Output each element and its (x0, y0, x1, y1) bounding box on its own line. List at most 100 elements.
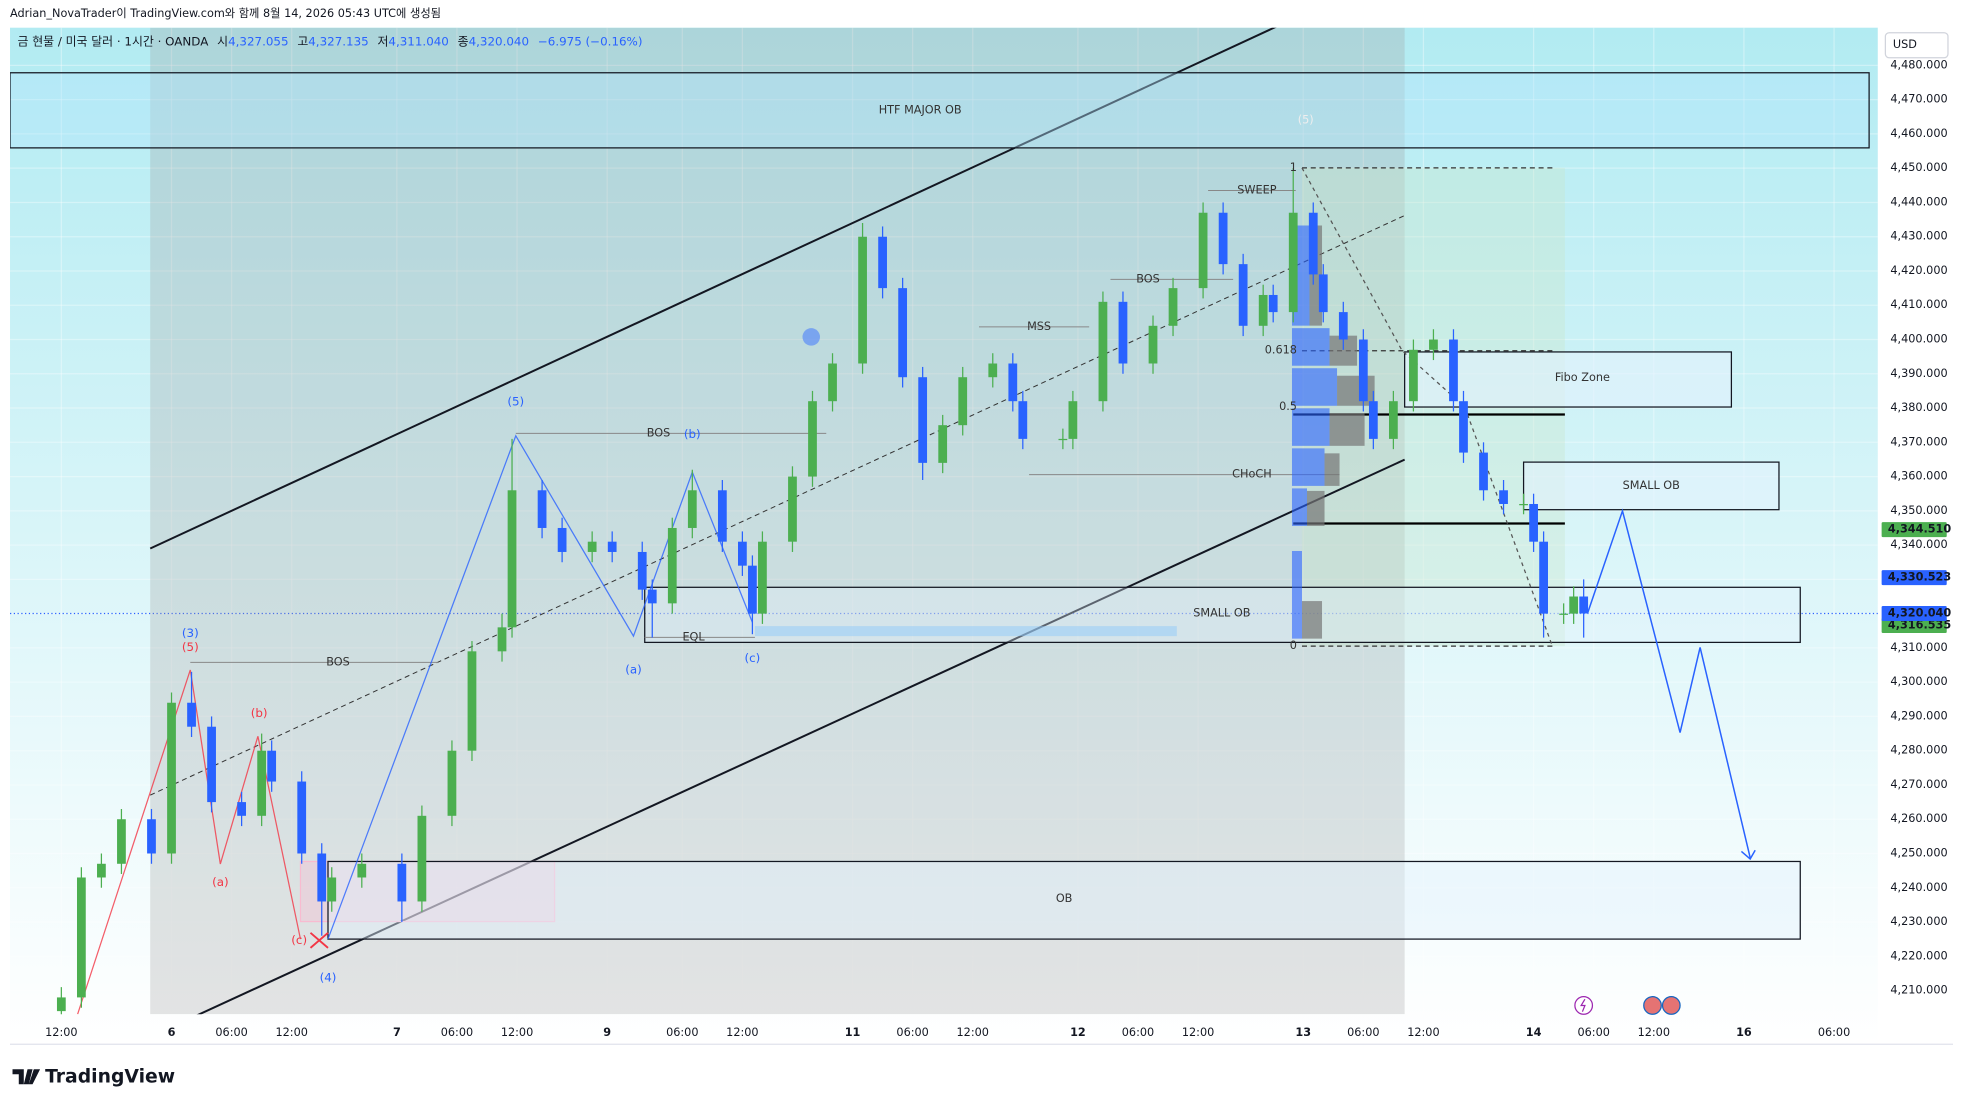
y-tick-label: 4,250.000 (1890, 846, 1947, 859)
y-tick-label: 4,470.000 (1890, 93, 1947, 106)
channel-mid (150, 215, 1405, 796)
event-icon[interactable] (1661, 996, 1681, 1015)
symbol: 금 현물 / 미국 달러 · 1시간 · OANDA (18, 34, 210, 48)
y-tick-label: 4,390.000 (1890, 367, 1947, 380)
candle-body (467, 651, 477, 751)
candle-body (748, 565, 757, 614)
candle-body (1529, 503, 1538, 542)
header: Adrian_NovaTrader이 TradingView.com와 함께 8… (10, 7, 441, 20)
candle-body (1238, 264, 1248, 326)
ohlc-label: 저 (377, 34, 388, 48)
ohlc-label: 종 (458, 34, 469, 48)
candle-body (417, 815, 427, 902)
wave-label: (5) (182, 640, 199, 654)
candle-body (1569, 596, 1579, 614)
candle-body (1018, 401, 1028, 439)
candle-body (1318, 274, 1328, 313)
candle-body (1479, 452, 1488, 491)
annotation: BOS (1136, 272, 1160, 285)
candle-body (327, 877, 337, 902)
x-tick-label: 06:00 (896, 1026, 928, 1039)
candle-body (788, 476, 797, 542)
y-tick-label: 4,270.000 (1890, 778, 1947, 791)
wave-label: (c) (291, 933, 307, 947)
price-tag (1881, 522, 1947, 538)
candle-body (607, 541, 617, 552)
candle-body (187, 702, 196, 727)
candle-body (1449, 339, 1458, 402)
y-tick-label: 4,220.000 (1890, 949, 1947, 962)
y-tick-label: 4,480.000 (1890, 58, 1947, 71)
candles (56, 168, 1589, 1015)
fib-label: 1 (1290, 161, 1297, 174)
event-icon[interactable] (1643, 996, 1662, 1015)
brand-logo (12, 1069, 41, 1085)
axes: 4,210.000 4,220.000 4,230.000 4,240.000 4,25… (45, 58, 1951, 1039)
candle-body (988, 363, 998, 378)
y-tick-label: 4,360.000 (1890, 470, 1947, 483)
y-tick-label: 4,300.000 (1890, 675, 1947, 688)
x-tick-label: 12:00 (1407, 1026, 1439, 1039)
ohlc-label: 시 (217, 34, 228, 48)
candle-body (1388, 401, 1398, 439)
ob-box (327, 860, 1801, 940)
y-tick-label: 4,340.000 (1890, 538, 1947, 551)
price-tag-label: 4,320.040 (1888, 607, 1952, 620)
y-tick-label: 4,350.000 (1890, 504, 1947, 517)
wave-label: (b) (251, 706, 268, 720)
candle-body (537, 490, 547, 528)
projection-arrow (1740, 849, 1756, 861)
x-tick-label: 06:00 (1577, 1026, 1609, 1039)
fib-label: 0.5 (1279, 400, 1297, 413)
candle-body (1118, 301, 1128, 364)
wave-label: (a) (212, 875, 229, 889)
candle-body (808, 401, 817, 477)
y-tick-label: 4,440.000 (1890, 195, 1947, 208)
price-tag-label: 4,316.535 (1888, 619, 1952, 632)
wave-label: (b) (684, 427, 701, 441)
candle-body (738, 541, 747, 566)
annotation: SWEEP (1237, 183, 1276, 196)
candle-body (898, 288, 908, 378)
price-tag (1881, 618, 1947, 634)
x-tick-label: 12:00 (1182, 1026, 1214, 1039)
range-shade (150, 27, 1405, 1015)
y-tick-label: 4,210.000 (1890, 984, 1947, 997)
candle-body (1539, 541, 1548, 614)
x-tick-label: 12:00 (501, 1026, 533, 1039)
legend: 금 현물 / 미국 달러 · 1시간 · OANDA 시4,327.055 고4… (18, 34, 643, 48)
grid (10, 27, 1878, 1015)
small-ob-box (1522, 461, 1780, 511)
htf-ob-box (10, 72, 1870, 149)
y-tick-label: 4,370.000 (1890, 435, 1947, 448)
wave-label: (3) (182, 626, 199, 640)
wave-blue (327, 434, 753, 940)
x-marker (309, 932, 329, 949)
ohlc-value: 4,327.055 (228, 34, 288, 48)
candle-body (1368, 401, 1378, 439)
price-tag-label: 4,344.510 (1888, 523, 1952, 536)
wave-red (77, 669, 302, 1015)
candle-body (357, 863, 367, 878)
x-tick-label: 06:00 (666, 1026, 698, 1039)
candle-body (117, 819, 126, 864)
candle-body (1008, 363, 1018, 402)
candle-body (1098, 301, 1108, 402)
candle-body (557, 527, 567, 552)
price-tag-label: 4,330.523 (1888, 571, 1951, 584)
candle-body (1409, 349, 1418, 402)
annotation: MSS (1027, 320, 1051, 333)
marker (802, 328, 821, 346)
currency-button[interactable] (1884, 32, 1949, 59)
candle-body (758, 541, 767, 614)
candle-body (1308, 212, 1318, 275)
y-tick-label: 4,410.000 (1890, 298, 1947, 311)
candle-body (1218, 212, 1228, 265)
annotation: SMALL OB (1623, 479, 1680, 492)
channel-upper (149, 27, 1277, 550)
annotation: Fibo Zone (1555, 371, 1610, 384)
candle-body (317, 853, 327, 902)
currency: USD (1893, 38, 1917, 51)
candle-body (1499, 490, 1508, 504)
candle-body (667, 527, 677, 604)
